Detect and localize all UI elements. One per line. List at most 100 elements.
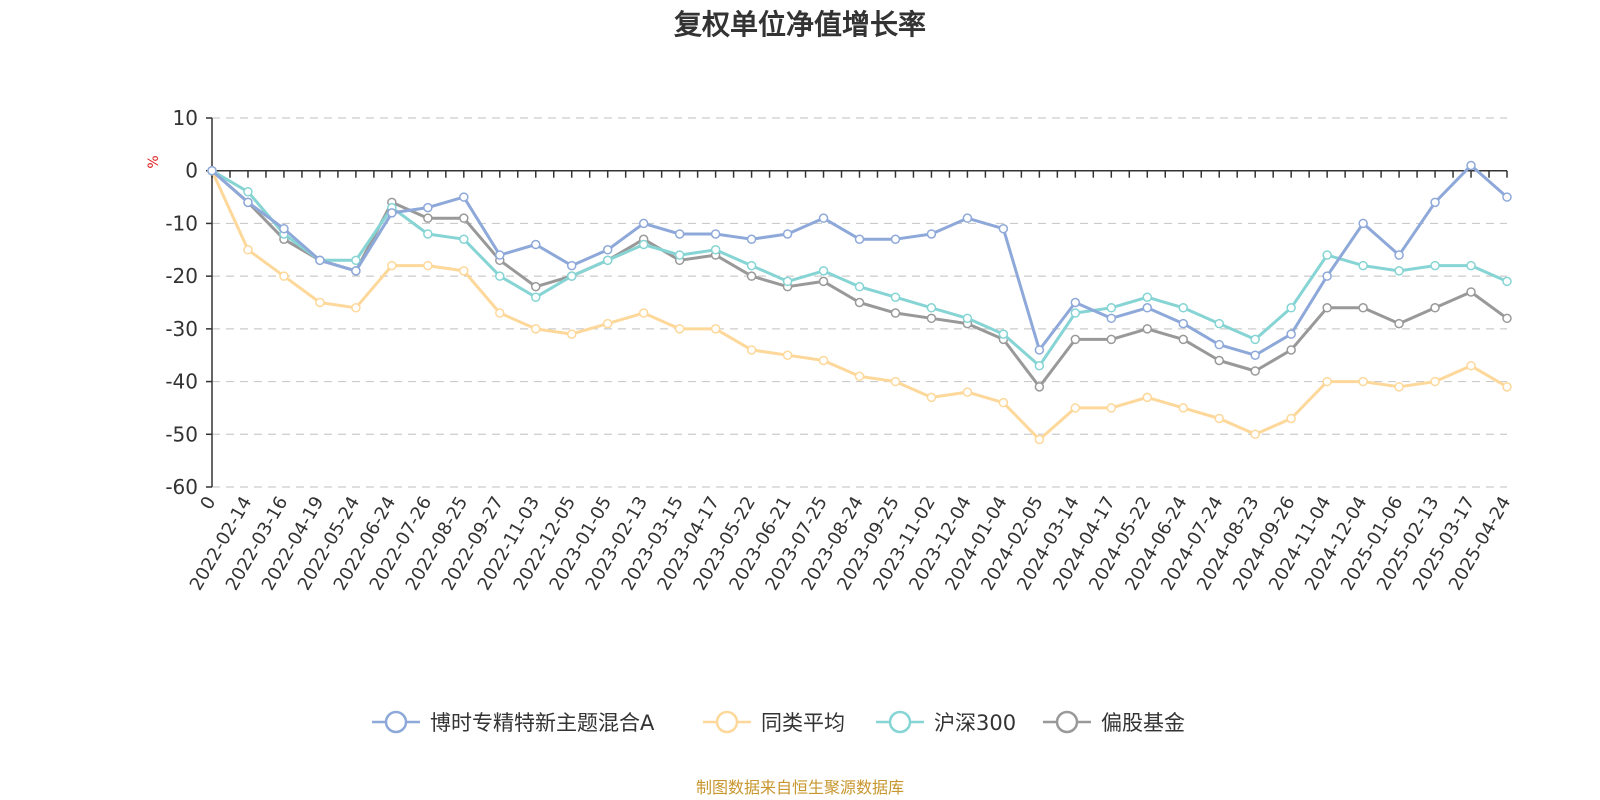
data-point <box>1394 266 1404 276</box>
data-point <box>674 229 685 239</box>
data-point <box>1430 303 1440 313</box>
data-point <box>602 318 613 329</box>
data-point <box>710 324 721 334</box>
data-point <box>638 218 649 229</box>
data-point <box>1250 334 1260 345</box>
legend-item[interactable]: 沪深300 <box>876 710 1016 735</box>
data-point <box>1178 303 1188 313</box>
data-point <box>1322 271 1332 281</box>
data-point <box>746 271 757 281</box>
data-point <box>1286 413 1296 424</box>
data-point <box>1286 345 1296 355</box>
data-point <box>1430 376 1440 387</box>
data-point <box>890 308 901 318</box>
y-tick-label: 0 <box>185 159 198 183</box>
data-point <box>926 392 937 403</box>
data-point <box>854 281 865 292</box>
data-point <box>710 245 721 255</box>
data-point <box>1250 350 1260 360</box>
axes <box>206 117 1508 488</box>
legend-marker-icon <box>384 710 408 734</box>
data-point <box>243 197 253 208</box>
data-point <box>495 271 505 281</box>
data-point <box>638 239 649 250</box>
data-point <box>818 276 829 287</box>
data-point <box>351 255 361 266</box>
data-point <box>710 229 721 239</box>
data-point <box>746 260 757 271</box>
series-3 <box>207 165 1512 392</box>
legend-item[interactable]: 偏股基金 <box>1043 710 1185 735</box>
data-point <box>1394 382 1404 392</box>
legend-label: 同类平均 <box>761 711 845 735</box>
data-point <box>531 324 541 334</box>
data-point <box>1250 429 1260 440</box>
data-point <box>315 255 325 266</box>
data-point <box>1286 329 1296 339</box>
data-point <box>566 271 577 281</box>
legend-marker-icon <box>888 710 912 734</box>
data-point <box>1358 376 1368 387</box>
data-point <box>746 234 757 244</box>
y-tick-label: -50 <box>165 422 198 446</box>
data-point <box>1106 313 1117 324</box>
data-source-note: 制图数据来自恒生聚源数据库 <box>696 778 904 797</box>
legend-marker-icon <box>1055 710 1079 734</box>
data-point <box>1070 308 1081 318</box>
data-point <box>1034 434 1045 445</box>
y-tick-label: -20 <box>165 264 198 288</box>
data-point <box>890 292 901 302</box>
legend-item[interactable]: 博时专精特新主题混合A <box>372 710 655 735</box>
data-point <box>1502 313 1512 324</box>
data-point <box>1430 197 1440 208</box>
data-point <box>602 245 613 255</box>
data-point <box>1322 303 1332 313</box>
data-point <box>674 250 685 260</box>
x-tick-labels: 02022-02-142022-03-162022-04-192022-05-2… <box>186 493 1516 594</box>
data-point <box>1142 392 1153 403</box>
data-point <box>459 234 469 244</box>
data-point <box>962 313 973 324</box>
data-point <box>854 297 865 308</box>
data-point <box>1106 334 1117 345</box>
y-tick-label: -30 <box>165 317 198 341</box>
legend-label: 沪深300 <box>934 711 1016 735</box>
data-point <box>1106 303 1117 313</box>
data-point <box>854 371 865 382</box>
legend-item[interactable]: 同类平均 <box>703 710 845 735</box>
data-point <box>818 355 829 366</box>
data-point <box>351 266 361 276</box>
legend-label: 偏股基金 <box>1101 711 1185 735</box>
data-point <box>495 250 505 260</box>
data-point <box>926 313 937 324</box>
data-point <box>998 223 1009 234</box>
data-point <box>243 187 253 197</box>
data-point <box>1214 413 1224 424</box>
data-point <box>1178 334 1188 345</box>
data-point <box>782 229 793 239</box>
data-point <box>495 308 505 318</box>
data-point <box>1322 250 1332 260</box>
y-tick-label: -40 <box>165 370 198 394</box>
data-point <box>674 324 685 334</box>
data-point <box>1214 355 1224 366</box>
data-point <box>459 192 469 202</box>
data-point <box>998 397 1009 408</box>
data-point <box>890 376 901 387</box>
data-point <box>1034 345 1045 355</box>
data-point <box>1070 334 1081 345</box>
data-point <box>1394 318 1404 329</box>
data-point <box>1034 361 1045 371</box>
legend[interactable]: 博时专精特新主题混合A 同类平均 沪深300 偏股基金 <box>372 710 1185 735</box>
y-tick-label: -60 <box>165 475 198 499</box>
series-2 <box>207 165 1512 371</box>
data-point <box>818 266 829 276</box>
data-point <box>1466 361 1476 371</box>
data-point <box>1070 403 1081 413</box>
data-point <box>1358 218 1368 229</box>
data-point <box>1142 292 1153 302</box>
data-point <box>1250 366 1260 376</box>
data-point <box>423 213 433 223</box>
y-tick-label: -10 <box>165 211 198 235</box>
data-point <box>1142 324 1153 334</box>
